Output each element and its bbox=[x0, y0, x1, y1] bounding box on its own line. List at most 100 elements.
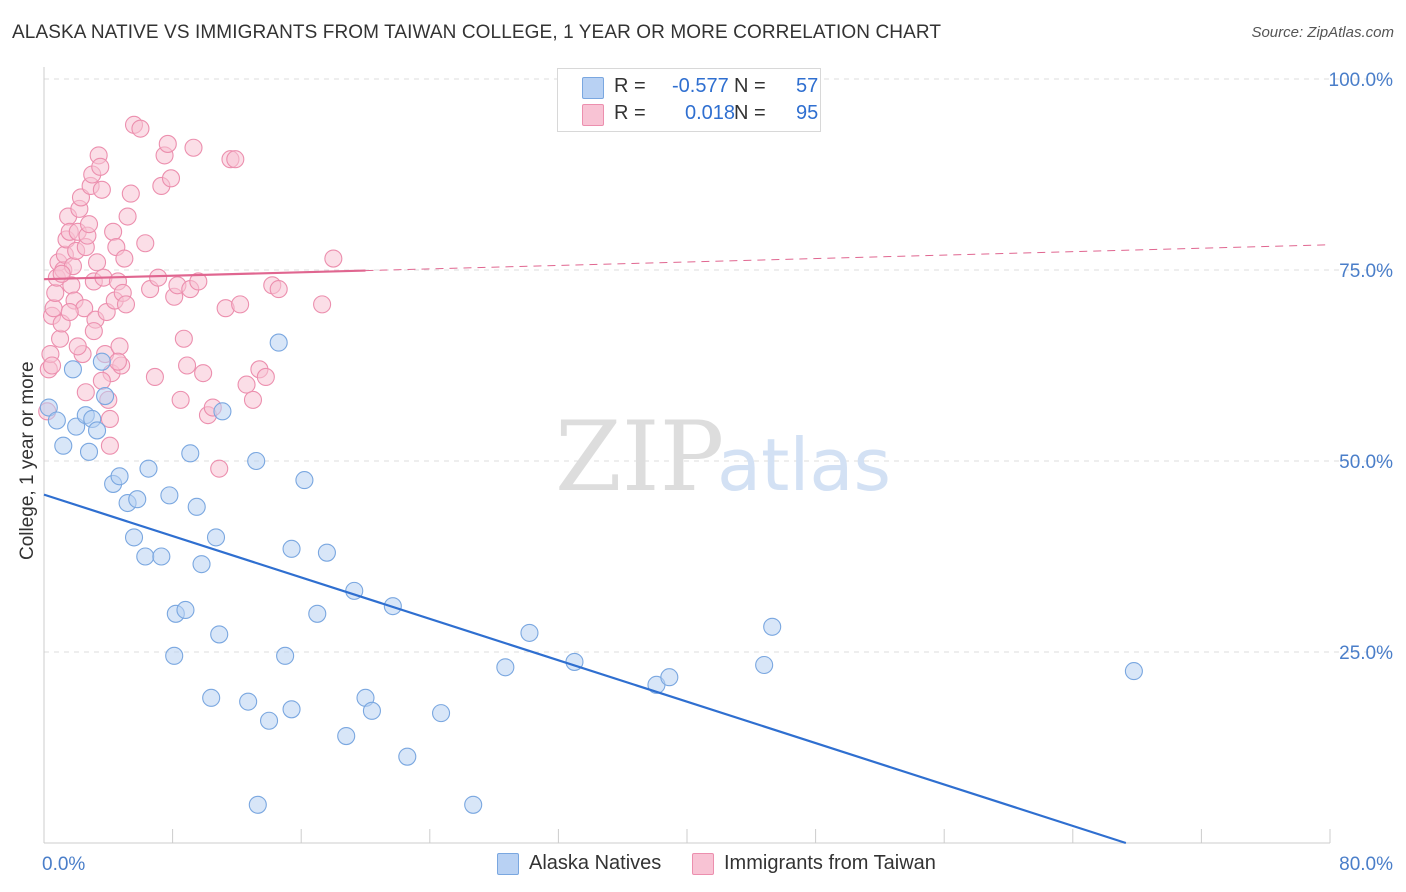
trend-line-taiwan-projection bbox=[365, 244, 1331, 272]
axes bbox=[43, 67, 1331, 844]
data-point-alaska bbox=[282, 700, 301, 719]
data-point-taiwan bbox=[46, 283, 65, 302]
trend-lines bbox=[43, 244, 1331, 845]
data-point-taiwan bbox=[42, 356, 62, 375]
data-point-alaska bbox=[176, 600, 195, 620]
data-point-alaska bbox=[398, 747, 417, 766]
data-point-alaska bbox=[337, 726, 356, 746]
x-tick-label: 80.0% bbox=[1339, 854, 1393, 875]
data-point-alaska bbox=[181, 444, 200, 463]
data-point-alaska bbox=[110, 467, 129, 486]
series-alaska-points bbox=[39, 333, 1143, 814]
data-point-taiwan bbox=[92, 371, 111, 390]
data-point-taiwan bbox=[76, 383, 95, 402]
watermark-atlas: atlas bbox=[717, 423, 891, 507]
data-point-alaska bbox=[79, 442, 99, 461]
data-point-alaska bbox=[239, 692, 258, 711]
data-point-taiwan bbox=[44, 299, 63, 318]
data-point-taiwan bbox=[60, 302, 79, 322]
data-point-taiwan bbox=[313, 295, 332, 314]
data-point-alaska bbox=[362, 701, 381, 720]
data-point-alaska bbox=[165, 646, 184, 665]
data-point-alaska bbox=[520, 623, 539, 642]
grid-lines bbox=[44, 78, 1392, 653]
data-point-alaska bbox=[763, 617, 782, 636]
data-point-taiwan bbox=[87, 253, 107, 272]
y-tick-label: 25.0% bbox=[1339, 643, 1393, 664]
data-point-taiwan bbox=[149, 268, 168, 287]
data-point-taiwan bbox=[189, 272, 208, 291]
data-point-alaska bbox=[124, 528, 144, 547]
y-axis-label: College, 1 year or more bbox=[17, 361, 38, 560]
data-point-alaska bbox=[202, 688, 221, 707]
legend-r-value: -0.577 bbox=[672, 75, 729, 97]
data-point-taiwan bbox=[116, 295, 136, 314]
data-point-taiwan bbox=[145, 367, 164, 387]
legend-label-taiwan: Immigrants from Taiwan bbox=[724, 852, 936, 874]
data-point-alaska bbox=[1124, 662, 1143, 681]
legend-r-label: R = bbox=[614, 102, 646, 124]
data-point-taiwan bbox=[231, 295, 250, 314]
legend-r-label: R = bbox=[614, 75, 646, 97]
data-point-taiwan bbox=[158, 134, 177, 153]
data-point-alaska bbox=[317, 543, 336, 562]
data-point-alaska bbox=[210, 625, 229, 644]
legend-n-value: 95 bbox=[796, 102, 819, 124]
legend-swatch-alaska bbox=[497, 853, 519, 875]
data-point-alaska bbox=[128, 490, 147, 509]
data-point-taiwan bbox=[226, 150, 245, 169]
data-point-alaska bbox=[276, 646, 295, 665]
y-tick-label: 75.0% bbox=[1339, 261, 1393, 282]
data-point-taiwan bbox=[115, 249, 134, 268]
source-label[interactable]: Source: ZipAtlas.com bbox=[1251, 24, 1394, 41]
data-point-taiwan bbox=[178, 356, 197, 375]
data-point-taiwan bbox=[110, 337, 129, 356]
x-tick-label: 0.0% bbox=[42, 854, 85, 875]
data-point-alaska bbox=[248, 795, 267, 814]
data-point-alaska bbox=[660, 668, 679, 687]
data-point-alaska bbox=[152, 547, 171, 566]
data-point-taiwan bbox=[324, 249, 343, 268]
trend-line-alaska bbox=[43, 493, 1127, 845]
data-point-alaska bbox=[308, 604, 327, 623]
data-point-alaska bbox=[87, 421, 107, 440]
data-point-alaska bbox=[136, 547, 155, 566]
data-point-alaska bbox=[269, 333, 288, 352]
watermark-zip: ZIP bbox=[555, 401, 724, 513]
data-point-alaska bbox=[282, 539, 301, 558]
data-point-taiwan bbox=[91, 157, 110, 176]
data-point-taiwan bbox=[84, 322, 103, 341]
data-point-alaska bbox=[496, 658, 515, 677]
data-point-alaska bbox=[92, 352, 111, 371]
data-point-taiwan bbox=[243, 390, 263, 409]
data-point-taiwan bbox=[118, 207, 137, 226]
data-point-taiwan bbox=[100, 409, 119, 429]
data-point-alaska bbox=[54, 436, 73, 455]
data-point-alaska bbox=[213, 402, 232, 421]
legend-label-alaska: Alaska Natives bbox=[529, 852, 662, 874]
data-point-alaska bbox=[295, 471, 314, 490]
legend-n-label: N = bbox=[734, 102, 766, 124]
data-point-taiwan bbox=[161, 169, 181, 188]
data-point-alaska bbox=[187, 497, 206, 516]
y-tick-label: 100.0% bbox=[1329, 70, 1394, 91]
tick-labels: 100.0% 75.0% 50.0% 25.0% 0.0% 80.0% bbox=[42, 70, 1393, 875]
data-point-taiwan bbox=[210, 459, 229, 478]
data-point-taiwan bbox=[68, 337, 87, 356]
legend-swatch-alaska bbox=[582, 77, 604, 99]
data-point-alaska bbox=[432, 704, 451, 723]
legend-n-label: N = bbox=[734, 75, 766, 97]
legend-swatch-taiwan bbox=[582, 104, 604, 126]
data-point-alaska bbox=[96, 387, 115, 406]
data-point-taiwan bbox=[51, 329, 70, 348]
data-point-alaska bbox=[755, 655, 774, 675]
legend-swatch-taiwan bbox=[692, 853, 714, 875]
y-tick-label: 50.0% bbox=[1339, 452, 1393, 473]
data-point-taiwan bbox=[92, 180, 111, 199]
data-point-alaska bbox=[47, 411, 66, 430]
trend-line-taiwan bbox=[43, 269, 366, 281]
data-point-taiwan bbox=[194, 364, 213, 383]
data-point-alaska bbox=[139, 459, 158, 478]
chart-title: ALASKA NATIVE VS IMMIGRANTS FROM TAIWAN … bbox=[12, 22, 942, 43]
